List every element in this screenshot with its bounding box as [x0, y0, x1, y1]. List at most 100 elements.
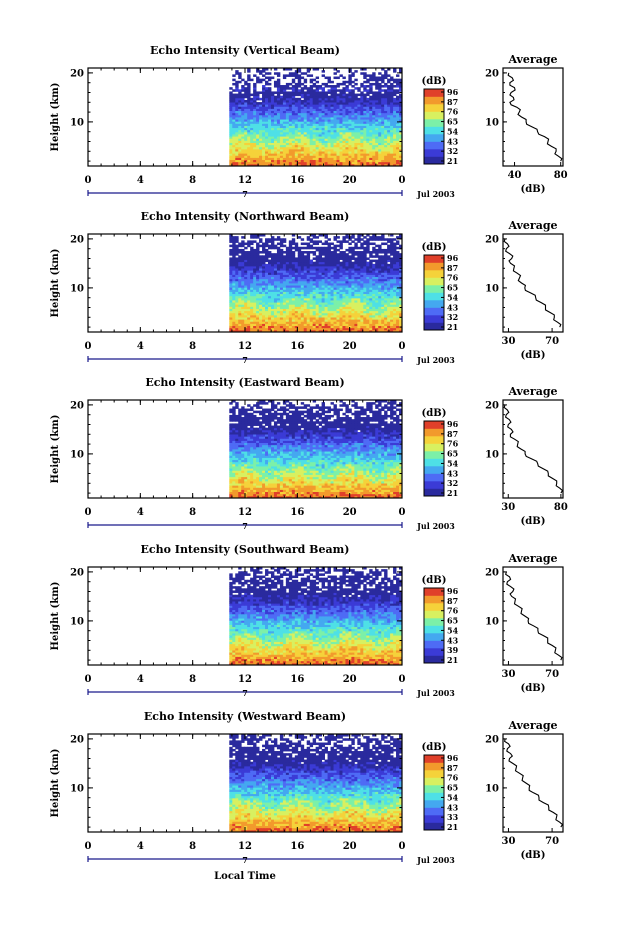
- heatmap-cell: [235, 112, 239, 116]
- heatmap-cell: [378, 127, 382, 131]
- heatmap-cell: [384, 312, 388, 316]
- heatmap-cell: [247, 127, 251, 131]
- heatmap-cell: [303, 119, 308, 122]
- heatmap-cell: [369, 314, 373, 318]
- heatmap-cell: [330, 125, 334, 129]
- heatmap-cell: [336, 76, 340, 80]
- heatmap-cell: [262, 295, 266, 299]
- heatmap-cell: [330, 117, 334, 120]
- heatmap-cell: [345, 146, 349, 150]
- heatmap-cell: [259, 140, 263, 143]
- heatmap-cell: [253, 323, 257, 327]
- heatmap-cell: [354, 242, 358, 246]
- heatmap-cell: [354, 327, 358, 331]
- heatmap-cell: [390, 310, 394, 314]
- heatmap-cell: [369, 112, 373, 116]
- heatmap-cell: [303, 274, 308, 278]
- heatmap-cell: [348, 140, 352, 143]
- heatmap-cell: [357, 276, 361, 280]
- heatmap-cell: [336, 314, 340, 318]
- heatmap-cell: [262, 131, 266, 135]
- heatmap-cell: [265, 263, 269, 267]
- heatmap-cell: [378, 142, 382, 146]
- heatmap-cell: [342, 140, 346, 143]
- heatmap-cell: [375, 248, 379, 252]
- heatmap-cell: [336, 253, 340, 256]
- heatmap-cell: [294, 104, 299, 107]
- heatmap-cell: [268, 285, 272, 288]
- heatmap-cell: [294, 323, 299, 327]
- heatmap-cell: [276, 144, 281, 148]
- heatmap-cell: [327, 276, 331, 280]
- heatmap-cell: [294, 304, 299, 307]
- heatmap-cell: [279, 283, 284, 286]
- heatmap-cell: [265, 72, 269, 75]
- heatmap-cell: [324, 138, 328, 141]
- heatmap-cell: [315, 312, 320, 316]
- heatmap-cell: [372, 72, 376, 75]
- heatmap-cell: [235, 72, 239, 75]
- heatmap-cell: [366, 327, 370, 331]
- heatmap-cell: [232, 112, 236, 116]
- heatmap-cell: [235, 102, 239, 105]
- heatmap-cell: [330, 89, 334, 92]
- heatmap-cell: [318, 85, 323, 88]
- heatmap-cell: [300, 308, 305, 312]
- heatmap-cell: [262, 99, 266, 103]
- heatmap-cell: [351, 280, 355, 284]
- heatmap-cell: [333, 104, 337, 107]
- heatmap-cell: [268, 289, 272, 292]
- heatmap-cell: [291, 78, 296, 82]
- heatmap-cell: [235, 125, 239, 129]
- heatmap-cell: [238, 148, 242, 152]
- heatmap-cell: [354, 142, 358, 146]
- heatmap-cell: [354, 153, 358, 156]
- heatmap-cell: [244, 276, 248, 280]
- heatmap-cell: [336, 274, 340, 278]
- heatmap-cell: [324, 85, 328, 88]
- heatmap-cell: [345, 127, 349, 131]
- heatmap-cell: [315, 89, 320, 92]
- heatmap-cell: [282, 293, 287, 297]
- heatmap-cell: [288, 300, 293, 303]
- heatmap-cell: [235, 257, 239, 260]
- heatmap-cell: [253, 129, 257, 133]
- heatmap-cell: [372, 300, 376, 303]
- heatmap-cell: [265, 272, 269, 275]
- heatmap-cell: [229, 87, 233, 90]
- heatmap-cell: [265, 283, 269, 286]
- heatmap-cell: [369, 161, 373, 165]
- heatmap-cell: [303, 102, 308, 105]
- heatmap-cell: [259, 144, 263, 148]
- heatmap-cell: [354, 144, 358, 148]
- heatmap-cell: [247, 159, 251, 163]
- heatmap-cell: [318, 317, 323, 320]
- heatmap-cell: [229, 146, 233, 150]
- heatmap-cell: [342, 153, 346, 156]
- heatmap-cell: [265, 106, 269, 109]
- heatmap-cell: [241, 119, 245, 122]
- heatmap-cell: [342, 131, 346, 135]
- heatmap-cell: [235, 93, 239, 97]
- x-tick-label: 4: [137, 175, 144, 186]
- heatmap-cell: [357, 161, 361, 165]
- heatmap-cell: [339, 325, 343, 329]
- heatmap-cell: [300, 163, 305, 167]
- heatmap-cell: [348, 74, 352, 77]
- heatmap-cell: [309, 144, 314, 148]
- heatmap-cell: [253, 74, 257, 77]
- heatmap-cell: [321, 317, 325, 320]
- heatmap-cell: [297, 76, 302, 80]
- heatmap-cell: [339, 274, 343, 278]
- heatmap-cell: [396, 151, 400, 154]
- heatmap-cell: [339, 272, 343, 275]
- heatmap-cell: [399, 142, 403, 146]
- heatmap-cell: [300, 291, 305, 295]
- heatmap-cell: [360, 283, 364, 286]
- heatmap-cell: [279, 125, 284, 129]
- heatmap-cell: [390, 108, 394, 112]
- heatmap-cell: [378, 163, 382, 167]
- heatmap-cell: [318, 117, 323, 120]
- heatmap-cell: [363, 146, 367, 150]
- heatmap-cell: [279, 317, 284, 320]
